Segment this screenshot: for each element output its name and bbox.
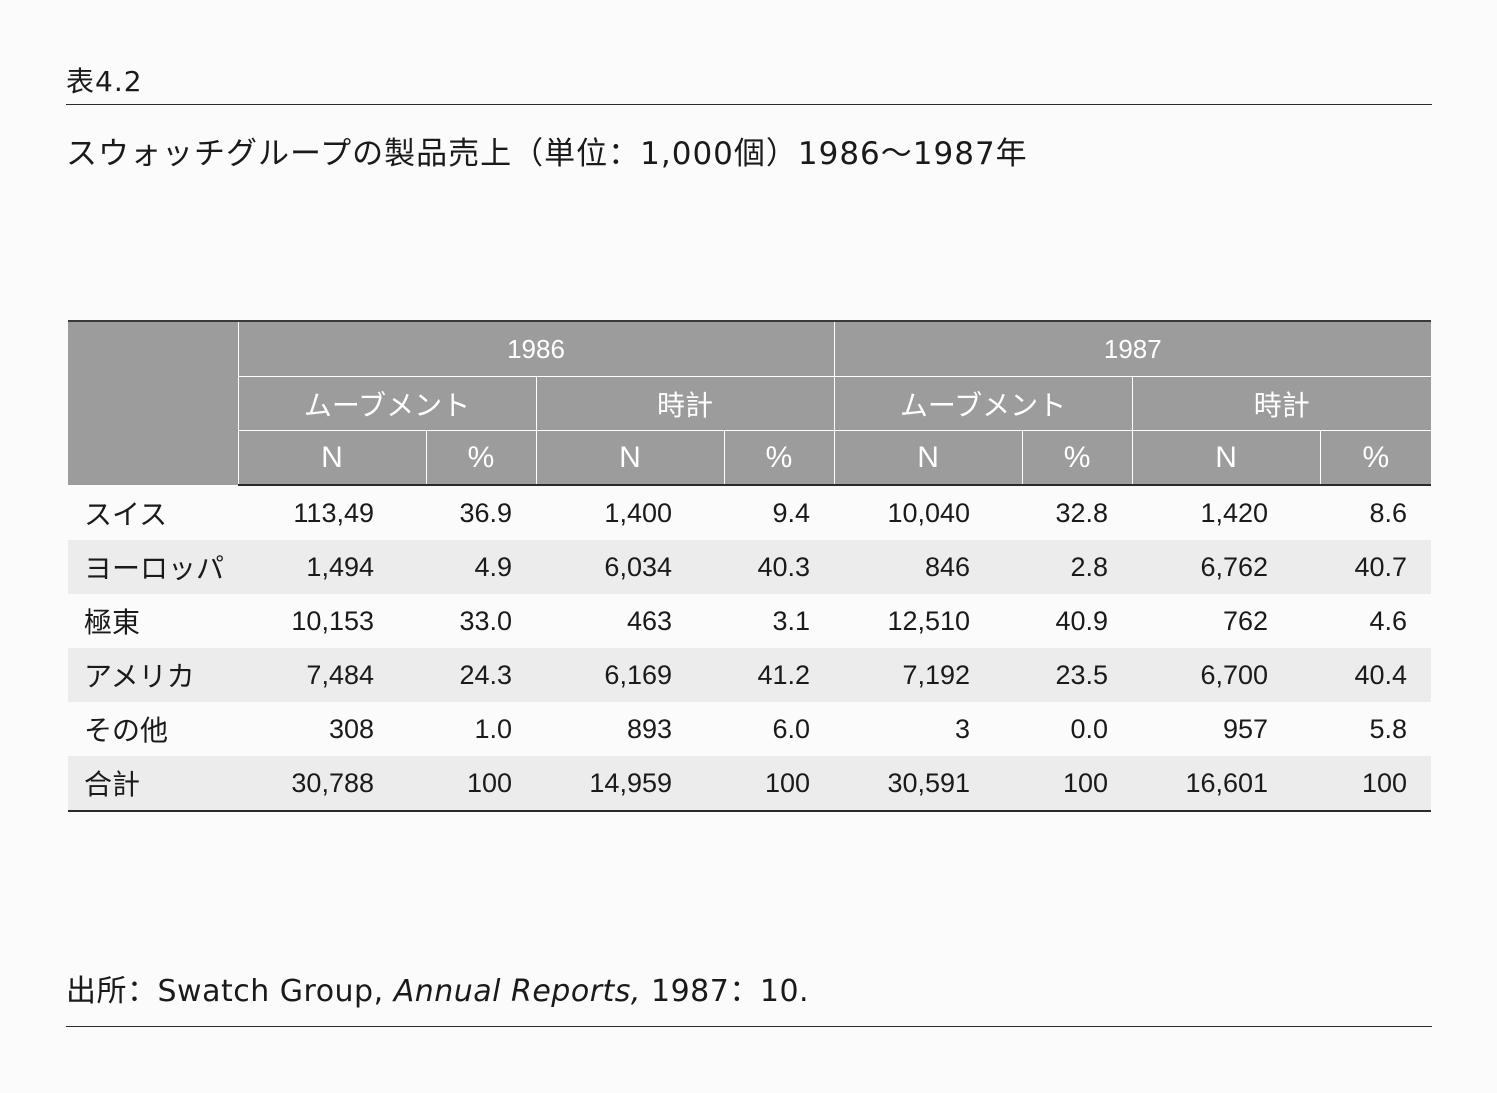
table-number: 表4.2 [66, 65, 143, 98]
table-cell: 113,49 [293, 497, 374, 528]
table-cell: 40.7 [1320, 540, 1432, 594]
region-label: ヨーロッパ [68, 540, 238, 594]
header-year-1986: 1986 [237, 320, 835, 377]
table-cell: 3.1 [772, 605, 811, 636]
source-note: 出所：Swatch Group, Annual Reports, 1987：10… [66, 966, 809, 1010]
table-row: アメリカ 7,484 24.3 6,169 41.2 7,192 23.5 6,… [68, 648, 1432, 702]
table-row: スイス 113,49 36.9 1,400 9.4 10,040 32.8 1,… [68, 485, 1431, 540]
table-cell: 762 [1222, 605, 1269, 636]
table-cell: 40.4 [1320, 648, 1432, 702]
header-n: N [535, 430, 724, 486]
table-row-total: 合計 30,788 100 14,959 100 30,591 100 16,6… [68, 756, 1432, 812]
table-cell: 100 [1022, 756, 1133, 812]
table-cell: 4.6 [1369, 605, 1408, 636]
table-cell: 100 [1320, 756, 1432, 812]
table-cell: 10,153 [291, 605, 374, 636]
table-cell: 6,700 [1132, 648, 1321, 702]
table-caption: スウォッチグループの製品売上（単位：1,000個）1986〜1987年 [66, 136, 1028, 172]
table-cell: 6,034 [536, 540, 724, 594]
region-label: 極東 [84, 606, 141, 639]
header-pct: % [1021, 430, 1133, 486]
header-row-years: 1986 1987 [68, 320, 1432, 485]
source-title: Annual Reports, [393, 974, 641, 1009]
header-row-groups: ムーブメント 時計 ムーブメント 時計 [68, 376, 1432, 431]
sales-table: 1986 1987 ムーブメント 時計 ムーブメント 時計 N % N % N … [68, 320, 1432, 812]
table-row: その他 308 1.0 893 6.0 3 0.0 957 5.8 [68, 702, 1431, 756]
table-cell: 3 [955, 713, 971, 744]
table-cell: 6.0 [772, 713, 811, 744]
table-cell: 41.2 [724, 648, 835, 702]
table-cell: 36.9 [459, 497, 512, 528]
table-cell: 23.5 [1022, 648, 1133, 702]
table-cell: 957 [1222, 713, 1269, 744]
table-cell: 14,959 [536, 756, 724, 812]
table-row: ヨーロッパ 1,494 4.9 6,034 40.3 846 2.8 6,762… [68, 540, 1432, 594]
header-n: N [1131, 430, 1321, 486]
header-movement-1987: ムーブメント [833, 376, 1133, 431]
header-row-sub: N % N % N % N % [68, 430, 1432, 486]
table-cell: 33.0 [459, 605, 512, 636]
table-cell: 24.3 [426, 648, 536, 702]
header-n: N [237, 430, 426, 486]
table-cell: 4.9 [426, 540, 536, 594]
table-cell: 308 [328, 713, 374, 744]
header-year-1987: 1987 [833, 320, 1432, 377]
table-cell: 9.4 [772, 497, 811, 528]
table-cell: 6,169 [536, 648, 724, 702]
table-cell: 5.8 [1369, 713, 1408, 744]
table-cell: 463 [626, 605, 672, 636]
table-cell: 0.0 [1070, 713, 1109, 744]
region-label: アメリカ [68, 648, 238, 702]
table-cell: 100 [724, 756, 835, 812]
header-corner [68, 320, 239, 485]
header-watch-1987: 時計 [1131, 376, 1432, 431]
table-cell: 12,510 [887, 605, 971, 636]
table-cell: 16,601 [1132, 756, 1321, 812]
header-n: N [833, 430, 1023, 486]
source-prefix: 出所：Swatch Group, [66, 974, 394, 1009]
table-cell: 30,591 [834, 756, 1023, 812]
header-movement-1986: ムーブメント [237, 376, 536, 431]
table-cell: 8.6 [1369, 497, 1408, 528]
header-pct: % [723, 430, 835, 486]
header-pct: % [1319, 430, 1432, 486]
table-cell: 1,400 [604, 497, 672, 528]
table-row: 極東 10,153 33.0 463 3.1 12,510 40.9 762 4… [68, 594, 1431, 648]
table-cell: 893 [626, 713, 672, 744]
table-cell: 40.3 [724, 540, 835, 594]
table-cell: 7,484 [238, 648, 426, 702]
table-cell: 10,040 [887, 497, 971, 528]
region-label: 合計 [68, 756, 238, 812]
table-cell: 1.0 [474, 713, 512, 744]
table-cell: 32.8 [1055, 497, 1109, 528]
table-cell: 40.9 [1055, 605, 1109, 636]
table-cell: 30,788 [238, 756, 426, 812]
region-label: その他 [84, 714, 169, 747]
table-cell: 846 [834, 540, 1023, 594]
header-watch-1986: 時計 [535, 376, 835, 431]
table-cell: 1,494 [238, 540, 426, 594]
top-rule [66, 104, 1432, 105]
region-label: スイス [84, 497, 168, 531]
table-cell: 1,420 [1200, 497, 1269, 528]
table-cell: 2.8 [1022, 540, 1133, 594]
table-cell: 100 [426, 756, 536, 812]
table-cell: 7,192 [834, 648, 1023, 702]
table-cell: 6,762 [1132, 540, 1321, 594]
bottom-rule [66, 1026, 1432, 1027]
source-suffix: 1987：10. [640, 974, 810, 1009]
header-pct: % [425, 430, 536, 486]
